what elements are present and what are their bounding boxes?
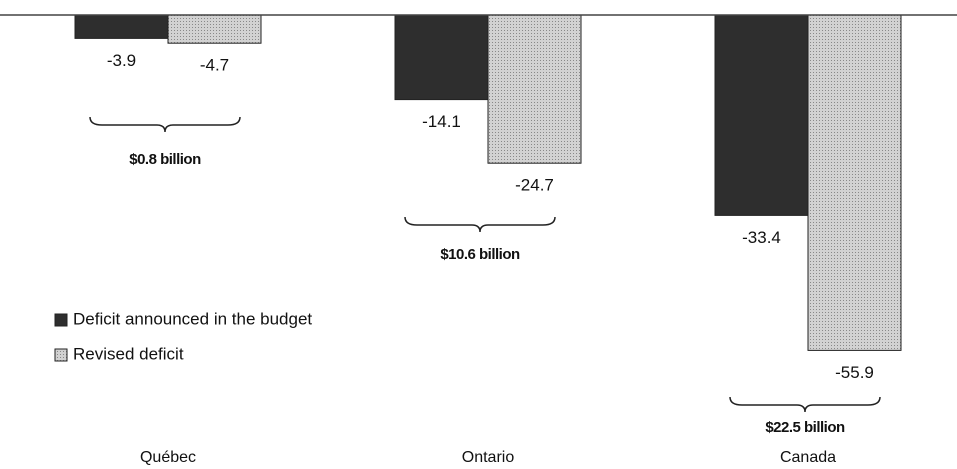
bar bbox=[487, 14, 582, 164]
annotation: $10.6 billion bbox=[440, 246, 520, 263]
bar bbox=[714, 14, 809, 216]
brace bbox=[729, 396, 881, 413]
bar bbox=[394, 14, 489, 101]
value-label: -33.4 bbox=[742, 228, 781, 247]
x-tick-label: Canada bbox=[780, 449, 836, 466]
bar bbox=[807, 14, 902, 351]
value-label: -4.7 bbox=[200, 56, 229, 75]
legend-swatch bbox=[54, 313, 68, 327]
bar bbox=[74, 14, 169, 39]
annotation: $0.8 billion bbox=[129, 151, 201, 168]
value-label: -3.9 bbox=[107, 51, 136, 70]
legend-label: Revised deficit bbox=[73, 344, 184, 363]
x-tick-label: Ontario bbox=[462, 449, 515, 466]
legend-label: Deficit announced in the budget bbox=[73, 309, 312, 328]
value-label: -14.1 bbox=[422, 112, 461, 131]
brace bbox=[404, 216, 556, 233]
value-label: -24.7 bbox=[515, 176, 554, 195]
annotation: $22.5 billion bbox=[765, 419, 845, 436]
value-label: -55.9 bbox=[835, 363, 874, 382]
legend-swatch bbox=[54, 348, 68, 362]
brace bbox=[89, 116, 241, 133]
x-tick-label: Québec bbox=[140, 449, 196, 466]
bar bbox=[167, 14, 262, 44]
